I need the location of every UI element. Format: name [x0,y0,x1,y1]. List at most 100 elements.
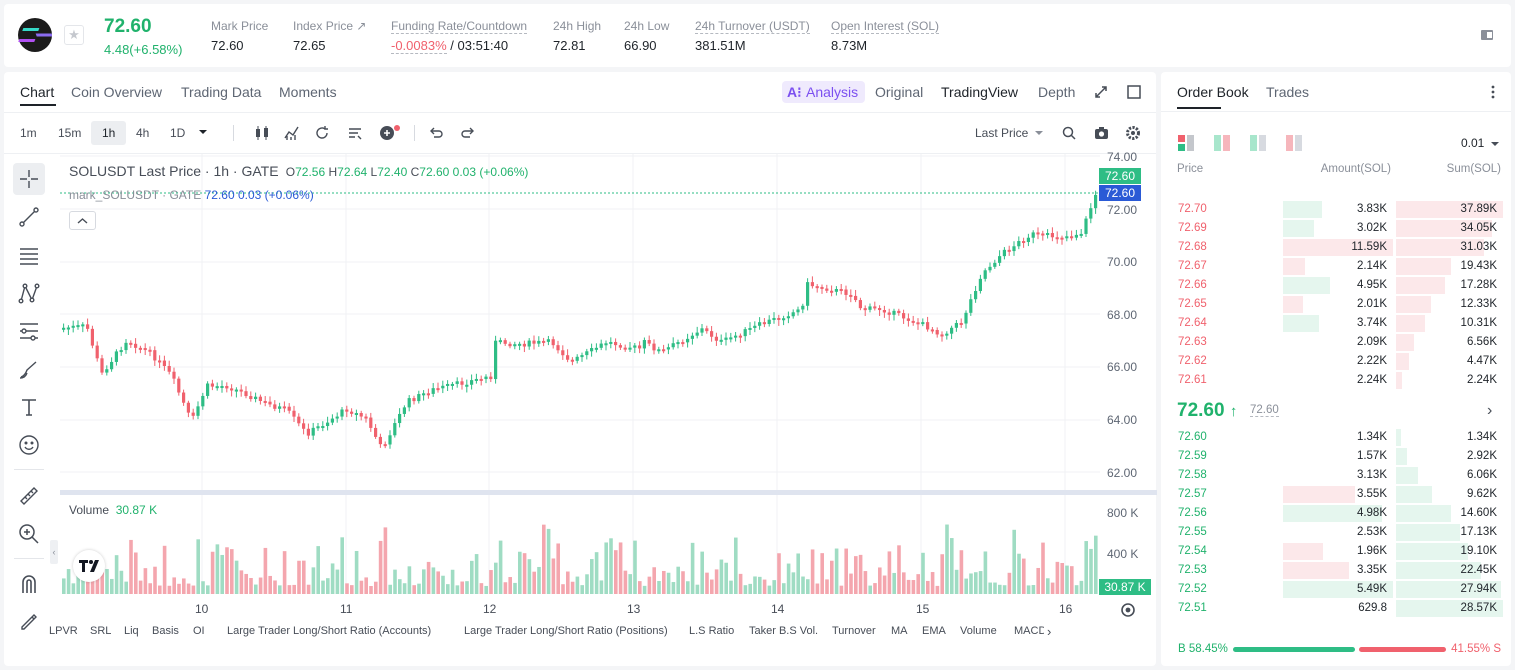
ask-row[interactable]: 72.61 2.24K 2.24K [1161,372,1511,389]
crosshair-icon[interactable] [13,163,45,195]
bid-row[interactable]: 72.53 3.35K 22.45K [1161,562,1511,579]
view-depth[interactable]: Depth [1038,84,1076,100]
price-type-select[interactable]: Last Price [975,126,1029,140]
bid-sum: 2.92K [1466,450,1497,462]
ask-row[interactable]: 72.70 3.83K 37.89K [1161,201,1511,218]
ask-row[interactable]: 72.63 2.09K 6.56K [1161,334,1511,351]
replay-icon[interactable] [314,125,330,141]
undo-icon[interactable] [428,125,444,141]
text-icon[interactable] [13,391,45,423]
redo-icon[interactable] [460,125,476,141]
book-both-icon[interactable] [1178,135,1194,151]
magnet-icon[interactable] [13,568,45,600]
chevron-right-icon[interactable]: › [1047,624,1052,639]
ask-row[interactable]: 72.65 2.01K 12.33K [1161,296,1511,313]
precision-select[interactable]: 0.01 [1461,136,1485,150]
indicator-oi[interactable]: OI [193,625,205,637]
chart-settings-icon[interactable] [1120,602,1136,618]
book-bids-icon[interactable] [1250,135,1266,151]
tab-moments[interactable]: Moments [279,84,337,100]
emoji-icon[interactable] [13,429,45,461]
tradingview-logo-icon[interactable] [73,550,105,582]
copy-icon[interactable] [1480,28,1494,42]
ask-row[interactable]: 72.62 2.22K 4.47K [1161,353,1511,370]
bid-row[interactable]: 72.59 1.57K 2.92K [1161,448,1511,465]
ask-row[interactable]: 72.66 4.95K 17.28K [1161,277,1511,294]
tab-trades[interactable]: Trades [1266,84,1310,100]
indicator-ls-ratio[interactable]: L.S Ratio [689,625,735,637]
indicator-lt-accounts[interactable]: Large Trader Long/Short Ratio (Accounts) [227,625,432,637]
book-split-icon[interactable] [1214,135,1230,151]
ask-row[interactable]: 72.68 11.59K 31.03K [1161,239,1511,256]
view-original[interactable]: Original [875,84,924,100]
funding-rate-label[interactable]: Funding Rate/Countdown [391,19,528,34]
indicator-taker-vol[interactable]: Taker B.S Vol. [749,625,819,637]
price-axis-label: 70.00 [1107,255,1138,269]
trendline-icon[interactable] [13,201,45,233]
interval-15m[interactable]: 15m [58,126,82,140]
ask-row[interactable]: 72.64 3.74K 10.31K [1161,315,1511,332]
bid-row[interactable]: 72.55 2.53K 17.13K [1161,524,1511,541]
interval-1d[interactable]: 1D [170,126,186,140]
star-icon[interactable]: ★ [64,25,84,45]
ai-analysis-button[interactable] [782,81,865,103]
settings-icon[interactable] [1126,126,1140,140]
indicator-icon[interactable] [284,125,300,141]
camera-icon[interactable] [1094,126,1109,140]
indicator-lt-positions[interactable]: Large Trader Long/Short Ratio (Positions… [464,625,668,637]
chevron-down-icon[interactable] [198,128,208,136]
chevron-down-icon[interactable] [1035,130,1043,136]
bid-row[interactable]: 72.54 1.96K 19.10K [1161,543,1511,560]
more-icon[interactable] [1490,84,1496,100]
ask-row[interactable]: 72.69 3.02K 34.05K [1161,220,1511,237]
ask-row[interactable]: 72.67 2.14K 19.43K [1161,258,1511,275]
fullscreen-icon[interactable] [1094,85,1108,99]
indicator-macd[interactable]: MACD [1014,625,1044,637]
collapse-legend-button[interactable] [69,211,96,230]
bid-row[interactable]: 72.52 5.49K 27.94K [1161,581,1511,598]
chevron-down-icon[interactable] [1491,141,1499,147]
interval-4h[interactable]: 4h [136,126,150,140]
view-tradingview[interactable]: TradingView [941,84,1019,100]
bid-row[interactable]: 72.56 4.98K 14.60K [1161,505,1511,522]
amount-depth-bar [1283,505,1382,522]
bid-row[interactable]: 72.57 3.55K 9.62K [1161,486,1511,503]
book-asks-icon[interactable] [1286,135,1302,151]
indicator-turnover[interactable]: Turnover [832,625,876,637]
indicator-liq[interactable]: Liq [124,625,139,637]
window-icon[interactable] [1127,85,1141,99]
price-chart[interactable] [60,154,1157,598]
tab-order-book[interactable]: Order Book [1177,84,1249,100]
brush-icon[interactable] [13,353,45,385]
bid-row[interactable]: 72.58 3.13K 6.06K [1161,467,1511,484]
ruler-icon[interactable] [13,480,45,512]
add-alert-icon[interactable] [379,124,401,142]
candles-icon[interactable] [254,125,270,141]
pattern-icon[interactable] [13,277,45,309]
projection-icon[interactable] [13,315,45,347]
template-icon[interactable] [347,125,363,141]
candle-body [129,342,133,345]
tab-trading-data[interactable]: Trading Data [181,84,262,100]
interval-1h[interactable]: 1h [102,126,116,140]
indicator-ema[interactable]: EMA [922,625,946,637]
tab-coin-overview[interactable]: Coin Overview [71,84,163,100]
interval-1m[interactable]: 1m [20,126,37,140]
fib-icon[interactable] [13,239,45,271]
volume-bar [839,585,844,594]
index-price-label[interactable]: Index Price ↗ [293,19,367,33]
erase-icon[interactable] [13,604,45,636]
indicator-volume[interactable]: Volume [960,625,997,637]
search-icon[interactable] [1062,126,1076,140]
indicator-lpvr[interactable]: LPVR [49,625,78,637]
collapse-toolbar-button[interactable]: ‹ [50,540,58,564]
zoom-in-icon[interactable] [13,518,45,550]
bid-row[interactable]: 72.51 629.8 28.57K [1161,600,1511,617]
indicator-basis[interactable]: Basis [152,625,179,637]
bid-row[interactable]: 72.60 1.34K 1.34K [1161,429,1511,446]
indicator-srl[interactable]: SRL [90,625,112,637]
indicator-ma[interactable]: MA [891,625,908,637]
volume-bar [772,580,776,594]
chevron-right-icon[interactable]: › [1487,402,1493,419]
tab-chart[interactable]: Chart [20,84,55,100]
